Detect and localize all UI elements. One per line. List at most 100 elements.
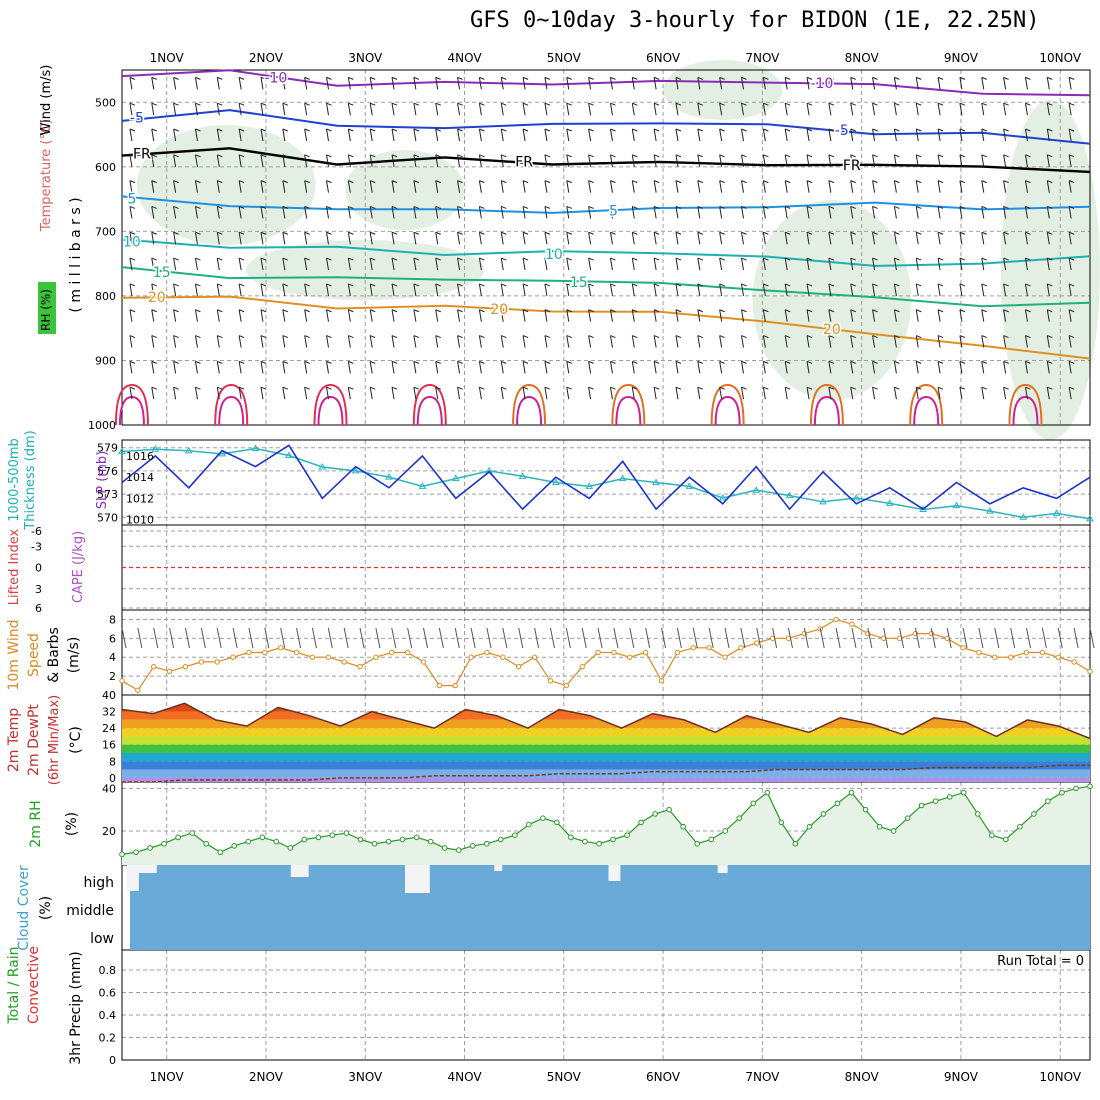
wind-barb-staff xyxy=(893,361,897,374)
dewpoint-line xyxy=(122,764,1090,783)
wind-barb-flag xyxy=(632,283,638,287)
wind10-barb xyxy=(454,627,460,649)
rh-marker xyxy=(652,811,658,817)
wind-barb-flag xyxy=(959,102,966,106)
wind-barb-staff xyxy=(588,309,592,322)
wind-barb-staff xyxy=(478,387,482,400)
wind-barb-staff xyxy=(915,361,919,374)
wind-barb-flag xyxy=(894,154,900,158)
wind-barb-flag xyxy=(195,205,201,209)
rh-marker xyxy=(329,832,336,839)
wind-barb-staff xyxy=(326,283,329,296)
rh-marker xyxy=(778,819,785,826)
wind-barb-flag xyxy=(1025,257,1031,261)
wind-barb-flag xyxy=(872,283,878,287)
wind-barb-staff xyxy=(457,283,461,296)
wind-barb-flag xyxy=(894,205,900,209)
wind-barb-staff xyxy=(457,232,461,245)
wind-barb-staff xyxy=(653,154,657,167)
wind-barb-flag xyxy=(872,128,878,132)
contour-label-15: 15 xyxy=(153,265,171,281)
wind-barb-flag xyxy=(326,154,332,158)
temp-band xyxy=(122,744,1090,753)
wind-barb-flag xyxy=(719,360,725,364)
wind-barb-staff xyxy=(675,283,679,296)
wind-barb-staff xyxy=(522,206,526,219)
rh-marker xyxy=(371,840,378,847)
cloud-level-low: low xyxy=(90,931,114,947)
wind-barb-staff xyxy=(544,387,548,400)
wind-barb-staff xyxy=(741,77,744,90)
wind-barb-flag xyxy=(479,386,485,390)
wind-barb-flag xyxy=(981,360,987,364)
wind-barb-staff xyxy=(194,232,198,245)
surface-temp-loop xyxy=(114,383,149,426)
rh-marker xyxy=(175,834,181,841)
thickness-marker xyxy=(685,482,694,489)
wind-barb-flag xyxy=(610,76,616,80)
wind-barb-staff xyxy=(151,103,155,116)
wind-barb-staff xyxy=(784,361,788,374)
wind10-speed-marker xyxy=(293,649,300,656)
wind-barb-staff xyxy=(216,283,220,296)
wind-barb-flag xyxy=(479,257,485,261)
wind-barb-staff xyxy=(347,309,351,322)
wind-barb-flag xyxy=(785,309,791,313)
wind-barb-staff xyxy=(544,335,548,348)
thickness-marker xyxy=(852,493,861,501)
wind-barb-staff xyxy=(1046,361,1050,374)
wind-barb-staff xyxy=(326,361,329,374)
wind-barb-flag xyxy=(370,154,376,158)
wind-barb-flag xyxy=(1025,360,1031,364)
surface-temp-loop xyxy=(1008,383,1043,426)
wind-barb-flag xyxy=(806,205,813,209)
wind-barb-staff xyxy=(194,206,198,219)
wind-barb-flag xyxy=(1003,154,1009,158)
wind-barb-staff xyxy=(872,283,876,296)
wind-barb-staff xyxy=(194,283,198,296)
wind-barb-flag xyxy=(217,335,223,339)
wind-barb-staff xyxy=(260,335,264,348)
wind10-speed-marker xyxy=(611,649,617,656)
wind-barb-staff xyxy=(173,232,177,245)
wind-barb-staff xyxy=(326,77,329,90)
wind-barb-flag xyxy=(413,283,420,287)
cloud-gap xyxy=(136,865,157,873)
wind-barb-flag xyxy=(1068,335,1075,339)
wind-barb-staff xyxy=(435,77,439,90)
wind-barb-flag xyxy=(304,180,310,184)
wind10-barb xyxy=(169,627,175,649)
wind-barb-flag xyxy=(959,386,966,390)
wind-barb-staff xyxy=(282,309,286,322)
wind-barb-flag xyxy=(544,309,551,313)
wind-barb-flag xyxy=(435,231,441,235)
wind-barb-flag xyxy=(763,309,769,313)
wind-barb-staff xyxy=(762,361,766,374)
wind-barb-staff xyxy=(1046,180,1050,193)
wind-barb-flag xyxy=(238,128,245,132)
wind-barb-staff xyxy=(828,77,832,90)
profile-ytick: 600 xyxy=(95,161,116,174)
wind-barb-staff xyxy=(741,103,744,116)
wind-barb-staff xyxy=(784,206,788,219)
wind-barb-flag xyxy=(916,257,922,261)
wind-barb-flag xyxy=(173,205,179,209)
wind10-barb xyxy=(565,627,571,649)
surface-temp-loop xyxy=(909,383,944,426)
wind-barb-staff xyxy=(194,258,198,271)
wind-barb-staff xyxy=(588,232,592,245)
wind-barb-flag xyxy=(588,257,594,261)
wind-barb-staff xyxy=(260,77,264,90)
wind-barb-flag xyxy=(763,205,769,209)
wind-barb-flag xyxy=(522,386,529,390)
wind-barb-staff xyxy=(478,154,482,167)
rh-marker xyxy=(918,802,925,809)
rh-marker xyxy=(666,806,672,813)
thickness-line xyxy=(121,447,1091,520)
wind-barb-flag xyxy=(719,128,725,132)
wind-barb-staff xyxy=(173,283,177,296)
wind-barb-flag xyxy=(522,154,529,158)
wind-barb-flag xyxy=(457,128,463,132)
wind-barb-staff xyxy=(282,180,286,193)
wind-barb-flag xyxy=(282,76,289,80)
